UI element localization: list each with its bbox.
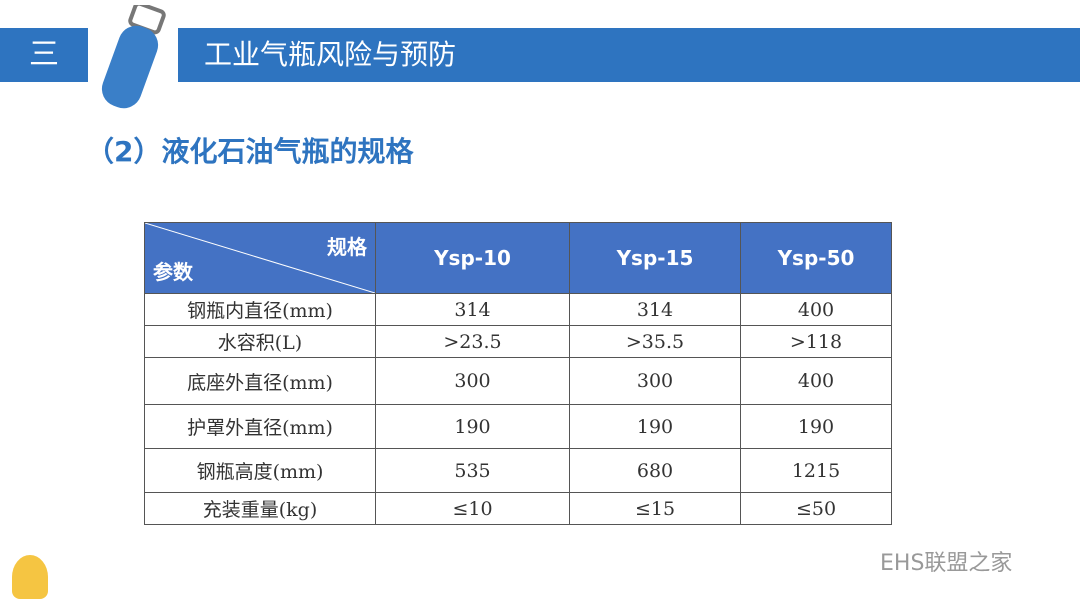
row-label: 水容积(L) (144, 325, 376, 358)
section-number: 三 (0, 28, 88, 82)
table-cell: 314 (375, 293, 570, 326)
cylinder-icon (101, 5, 166, 109)
table-cell: ≤15 (569, 492, 741, 525)
table-cell: 190 (569, 404, 741, 449)
table-cell: 300 (569, 357, 741, 405)
table-row: 水容积(L) >23.5 >35.5 >118 (144, 325, 892, 358)
table-cell: >23.5 (375, 325, 570, 358)
table-cell: 300 (375, 357, 570, 405)
mascot (12, 555, 48, 599)
table-cell: 400 (740, 357, 892, 405)
row-label: 钢瓶高度(mm) (144, 448, 376, 493)
table-cell: 1215 (740, 448, 892, 493)
diagonal (145, 223, 375, 293)
table-cell: >35.5 (569, 325, 741, 358)
table-cell: 680 (569, 448, 741, 493)
corner-cell: 规格 参数 (144, 222, 376, 294)
corner-top: 规格 (327, 235, 367, 259)
column-header: Ysp-15 (569, 222, 741, 294)
table-row: 护罩外直径(mm) 190 190 190 (144, 404, 892, 449)
column-header: Ysp-10 (375, 222, 570, 294)
corner-bottom: 参数 (153, 260, 193, 284)
row-label: 护罩外直径(mm) (144, 404, 376, 449)
table-cell: ≤50 (740, 492, 892, 525)
watermark: EHS联盟之家 (880, 551, 1013, 576)
table-cell: >118 (740, 325, 892, 358)
table-cell: 314 (569, 293, 741, 326)
table-cell: 190 (740, 404, 892, 449)
column-header: Ysp-50 (740, 222, 892, 294)
spec-table: 规格 参数 Ysp-10 Ysp-15 Ysp-50 钢瓶内直径(mm) 314 3… (144, 222, 892, 525)
row-label: 钢瓶内直径(mm) (144, 293, 376, 326)
table-cell: 190 (375, 404, 570, 449)
row-label: 底座外直径(mm) (144, 357, 376, 405)
table-row: 钢瓶内直径(mm) 314 314 400 (144, 293, 892, 326)
table-row: 钢瓶高度(mm) 535 680 1215 (144, 448, 892, 493)
table-cell: 535 (375, 448, 570, 493)
table-row: 底座外直径(mm) 300 300 400 (144, 357, 892, 405)
table-row: 充装重量(kg) ≤10 ≤15 ≤50 (144, 492, 892, 525)
table-cell: 400 (740, 293, 892, 326)
header-title: 工业气瓶风险与预防 (178, 28, 1080, 82)
table-cell: ≤10 (375, 492, 570, 525)
subtitle: （2）液化石油气瓶的规格 (86, 135, 414, 168)
row-label: 充装重量(kg) (144, 492, 376, 525)
